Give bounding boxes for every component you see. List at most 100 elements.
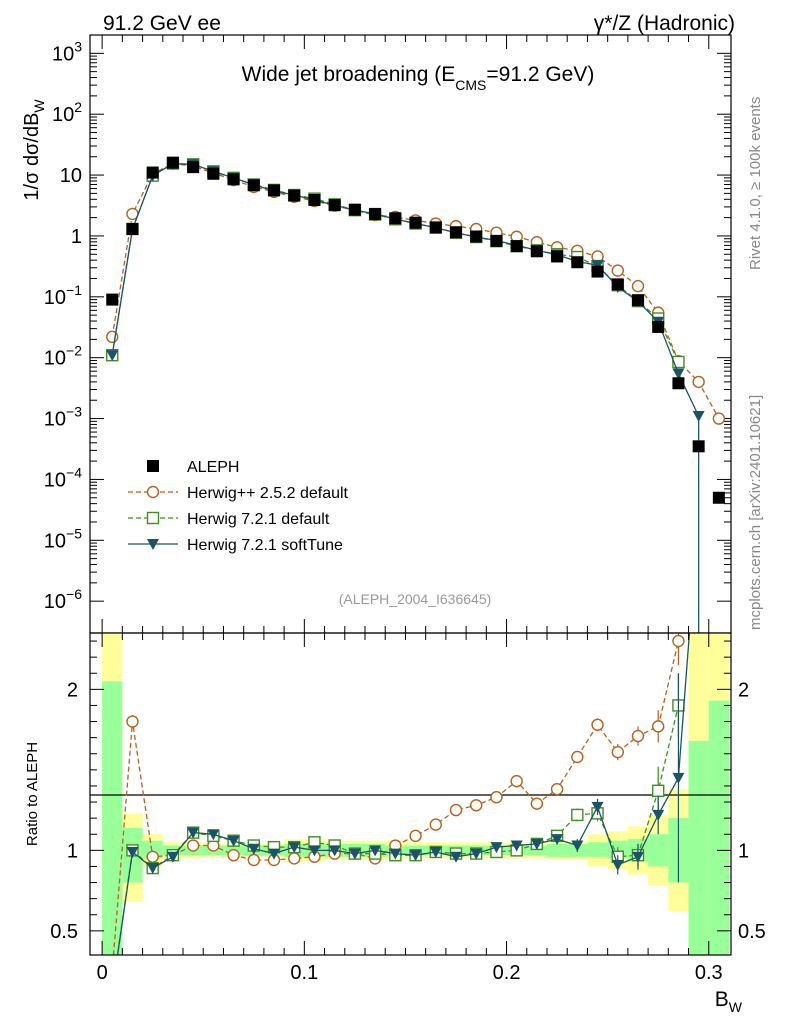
ratio-point — [672, 772, 685, 784]
data-point — [631, 294, 644, 307]
header-left: 91.2 GeV ee — [103, 12, 221, 35]
ratio-ylabel: Ratio to ALEPH — [24, 742, 41, 846]
data-point — [692, 411, 705, 423]
data-point — [348, 203, 361, 216]
ratio-frame — [89, 632, 732, 956]
legend-marker — [146, 485, 160, 499]
y-tick-label: 10−2 — [44, 343, 82, 370]
data-point — [328, 199, 341, 212]
data-point — [247, 179, 260, 192]
legend-item: ALEPH — [147, 459, 239, 476]
data-point — [611, 264, 624, 277]
ratio-y-tick-label: 2 — [67, 679, 78, 701]
legend-item: Herwig++ 2.5.2 default — [128, 485, 349, 502]
ratio-point — [550, 782, 564, 796]
data-point — [571, 256, 584, 269]
data-point — [288, 189, 301, 202]
legend-label: Herwig++ 2.5.2 default — [187, 485, 349, 502]
ratio-point — [166, 851, 179, 863]
data-point — [672, 377, 685, 390]
ratio-point — [591, 801, 604, 813]
ratio-point — [571, 840, 584, 852]
ratio-point — [631, 729, 645, 743]
ratio-y-tick-label-right: 1 — [738, 840, 749, 862]
data-point — [389, 212, 402, 225]
series-herwig-7-2-1-softtune — [106, 158, 705, 633]
ratio-point — [631, 851, 644, 863]
data-point — [268, 184, 281, 197]
legend-label: ALEPH — [187, 459, 239, 476]
ratio-point — [652, 784, 665, 797]
data-point — [530, 245, 543, 258]
data-point — [672, 355, 685, 369]
ratio-point — [530, 797, 544, 810]
ratio-point — [247, 853, 260, 867]
y-tick-label: 102 — [52, 99, 82, 126]
ratio-point — [652, 809, 665, 821]
ratio-point — [429, 846, 442, 858]
y-tick-label: 10−1 — [44, 282, 82, 309]
ratio-y-tick-label: 1 — [67, 840, 78, 862]
legend-item: Herwig 7.2.1 default — [128, 511, 330, 528]
ratio-point — [409, 850, 422, 862]
data-point — [146, 166, 159, 179]
y-tick-label: 1 — [71, 226, 82, 248]
data-point — [692, 375, 705, 389]
ratio-point — [551, 834, 564, 846]
ratio-point — [429, 818, 442, 831]
data-point — [126, 223, 139, 236]
x-tick-label: 0.1 — [290, 962, 318, 984]
y-tick-label: 10 — [60, 165, 82, 187]
ratio-point — [308, 845, 321, 857]
ratio-point — [227, 848, 240, 862]
ratio-point — [510, 774, 523, 788]
y-tick-label: 10−6 — [44, 586, 82, 613]
legend-marker — [147, 460, 159, 472]
legend-item: Herwig 7.2.1 softTune — [128, 537, 343, 554]
ratio-point — [530, 838, 543, 850]
band-green — [688, 740, 709, 955]
main-series — [106, 156, 726, 633]
ratio-point — [490, 842, 503, 854]
main-ylabel: 1/σ dσ/dBW — [21, 99, 47, 201]
legend-label: Herwig 7.2.1 softTune — [187, 537, 343, 554]
band-green — [102, 681, 123, 955]
ratio-y-tick-label: 0.5 — [50, 921, 78, 943]
ratio-series-herwig-2-5-2-default — [112, 633, 685, 955]
ratio-series — [112, 633, 691, 955]
ratio-point — [409, 829, 422, 843]
data-point — [591, 265, 604, 278]
ratio-point — [449, 851, 462, 863]
ratio-point — [227, 835, 240, 847]
y-tick-label: 103 — [52, 38, 82, 65]
ratio-series-herwig-7-2-1-softtune — [116, 633, 691, 955]
data-point — [652, 320, 665, 333]
data-point — [429, 221, 442, 234]
band-green — [587, 842, 608, 857]
y-tick-label: 10−4 — [44, 464, 82, 491]
legend-label: Herwig 7.2.1 default — [187, 511, 330, 528]
data-point — [227, 173, 240, 186]
ratio-point — [470, 848, 483, 860]
data-point — [166, 156, 179, 169]
ratio-point — [389, 848, 402, 860]
ratio-point — [510, 840, 523, 852]
ratio-point — [611, 745, 624, 759]
ratio-point — [288, 842, 301, 854]
ratio-panel: 0 0.1 0.2 0.3 0.5 0.5 1 1 2 2 Ratio to ALEPH BW — [24, 632, 766, 1015]
ratio-point — [187, 827, 200, 839]
data-point — [409, 216, 422, 229]
ratio-point — [571, 750, 584, 764]
ratio-y-tick-label-right: 2 — [738, 679, 749, 701]
ratio-point — [146, 863, 159, 875]
band-green — [546, 843, 568, 857]
ratio-line — [116, 633, 691, 955]
data-point — [712, 491, 725, 504]
series-herwig-2-5-2-default — [106, 157, 726, 425]
x-axis-label: BW — [715, 988, 743, 1015]
data-point — [551, 250, 564, 263]
ratio-point — [611, 859, 624, 871]
header-right: γ*/Z (Hadronic) — [594, 12, 735, 35]
band-green — [708, 700, 729, 955]
